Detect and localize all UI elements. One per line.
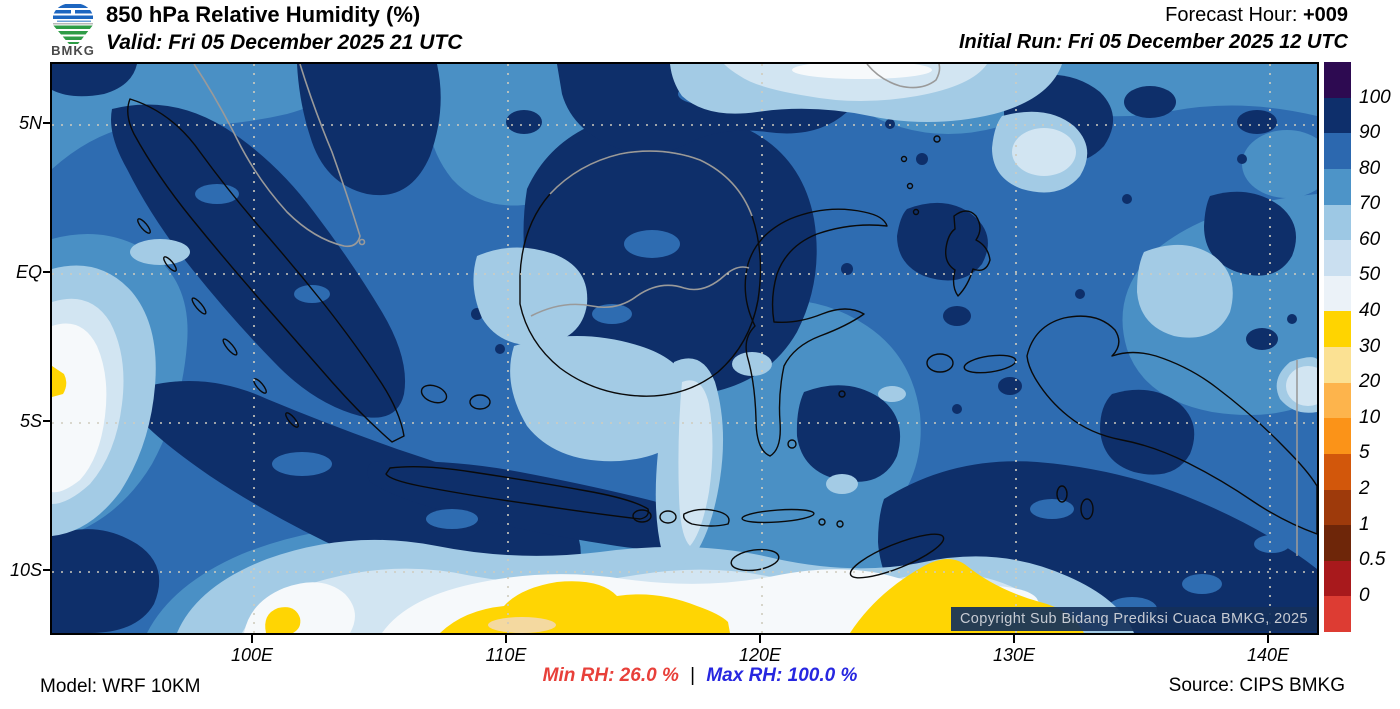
y-tick-5n <box>43 122 51 124</box>
y-axis-label-5s: 5S <box>19 411 42 431</box>
y-tick-10s <box>43 569 51 571</box>
colorbar-tick-5: 5 <box>1359 442 1370 463</box>
colorbar-tick-50: 50 <box>1359 264 1381 285</box>
colorbar-tick-0: 0 <box>1359 585 1370 606</box>
colorbar-tick-10: 10 <box>1359 407 1381 428</box>
forecast-hour-label: Forecast Hour: <box>1165 4 1303 26</box>
x-axis-label-140e: 140E <box>1246 645 1290 665</box>
graticule <box>52 64 1317 633</box>
colorbar-segment <box>1324 347 1351 383</box>
colorbar-tick-40: 40 <box>1359 300 1381 321</box>
colorbar-segment <box>1324 596 1351 632</box>
x-tick-100e <box>251 635 253 643</box>
initial-run-label: Initial Run: Fri 05 December 2025 12 UTC <box>958 31 1348 53</box>
colorbar-segment <box>1324 489 1351 526</box>
colorbar <box>1324 62 1351 632</box>
copyright-watermark: Copyright Sub Bidang Prediksi Cuaca BMKG… <box>950 607 1317 631</box>
contour-20-30 <box>488 617 556 633</box>
x-tick-140e <box>1267 635 1269 643</box>
forecast-hour-value: +009 <box>1302 4 1348 26</box>
colorbar-segment <box>1324 453 1351 490</box>
source-label: Source: CIPS BMKG <box>1168 675 1345 696</box>
page-title: 850 hPa Relative Humidity (%) <box>106 2 421 27</box>
colorbar-tick-2: 2 <box>1359 478 1370 499</box>
colorbar-segment <box>1324 62 1351 98</box>
colorbar-segment <box>1324 382 1351 419</box>
bmkg-emblem-icon <box>53 4 93 44</box>
y-axis-label-eq: EQ <box>15 262 42 282</box>
max-rh-value: Max RH: 100.0 % <box>706 665 858 686</box>
coastlines-foreign <box>193 64 1298 556</box>
bmkg-logo: BMKG <box>44 1 102 59</box>
colorbar-segment <box>1324 204 1351 241</box>
x-axis-label-110e: 110E <box>485 645 527 665</box>
colorbar-segment <box>1324 240 1351 276</box>
x-axis-label-130e: 130E <box>992 645 1036 665</box>
y-tick-5s <box>43 420 51 422</box>
colorbar-tick-80: 80 <box>1359 158 1381 179</box>
x-tick-110e <box>505 635 507 643</box>
colorbar-segment <box>1324 97 1351 134</box>
colorbar-tick-70: 70 <box>1359 193 1381 214</box>
colorbar-tick-0-5: 0.5 <box>1359 549 1386 570</box>
x-tick-130e <box>1013 635 1015 643</box>
x-axis-label-120e: 120E <box>738 645 782 665</box>
min-max-rh-line: Min RH: 26.0 % | Max RH: 100.0 % <box>0 665 1400 687</box>
colorbar-segment <box>1324 525 1351 561</box>
bmkg-logo-text: BMKG <box>51 43 95 58</box>
forecast-hour-line: Forecast Hour: +009 <box>1165 4 1348 27</box>
rh-contour-map: Copyright Sub Bidang Prediksi Cuaca BMKG… <box>50 62 1319 635</box>
x-axis-label-100e: 100E <box>230 645 274 665</box>
min-rh-value: Min RH: 26.0 % <box>542 665 679 686</box>
colorbar-segment <box>1324 560 1351 597</box>
colorbar-tick-20: 20 <box>1359 371 1381 392</box>
y-tick-eq <box>43 271 51 273</box>
colorbar-tick-60: 60 <box>1359 229 1381 250</box>
min-max-separator: | <box>690 665 696 686</box>
model-label: Model: WRF 10KM <box>40 676 201 697</box>
colorbar-tick-1: 1 <box>1359 514 1370 535</box>
colorbar-tick-100: 100 <box>1359 87 1391 108</box>
y-axis-label-5n: 5N <box>18 113 42 133</box>
colorbar-tick-30: 30 <box>1359 336 1381 357</box>
colorbar-segment <box>1324 311 1351 347</box>
colorbar-tick-90: 90 <box>1359 122 1381 143</box>
colorbar-segment <box>1324 275 1351 312</box>
x-tick-120e <box>759 635 761 643</box>
colorbar-segment <box>1324 168 1351 205</box>
colorbar-segment <box>1324 418 1351 454</box>
colorbar-segment <box>1324 133 1351 169</box>
valid-time-label: Valid: Fri 05 December 2025 21 UTC <box>106 31 463 54</box>
y-axis-label-10s: 10S <box>9 560 42 580</box>
rh-contour-field <box>52 64 1317 633</box>
